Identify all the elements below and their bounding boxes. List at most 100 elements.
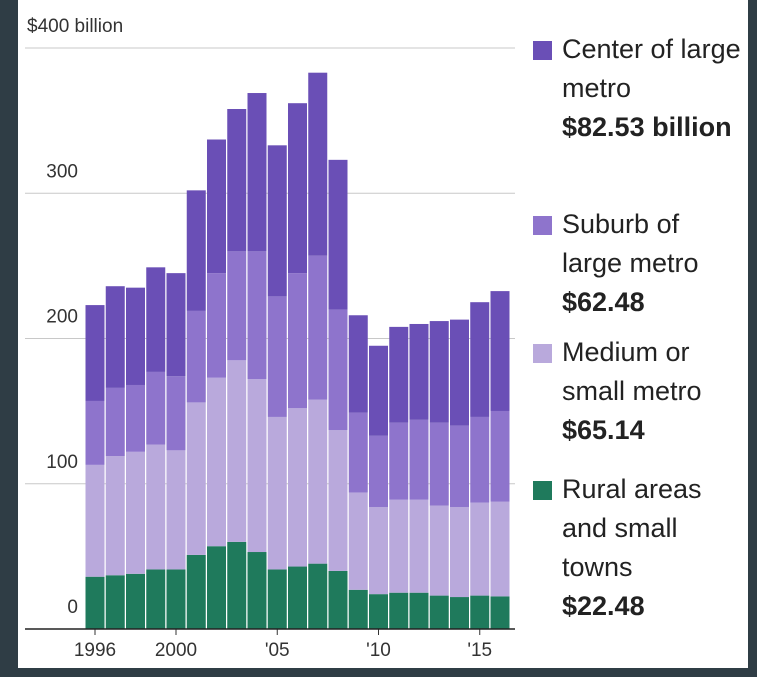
legend-swatch: [533, 481, 552, 500]
bar-segment: [470, 416, 490, 503]
bar-segment: [308, 255, 328, 400]
bar-segment: [409, 499, 429, 593]
legend-swatch: [533, 216, 552, 235]
bar-segment: [409, 592, 429, 629]
bar-segment: [389, 422, 409, 500]
legend-label: Suburb of large metro: [562, 209, 699, 278]
bar-segment: [389, 499, 409, 593]
bar-segment: [490, 596, 510, 629]
bar-segment: [227, 541, 247, 629]
bar-segment: [429, 422, 449, 506]
bar-segment: [490, 291, 510, 411]
bar-segment: [126, 573, 145, 629]
bar-segment: [288, 273, 307, 409]
y-tick-label: 300: [46, 161, 78, 182]
bar-segment: [429, 505, 449, 596]
bar-segment: [146, 569, 166, 629]
bar-segment: [348, 589, 368, 629]
bar-segment: [207, 377, 226, 547]
bar-segment: [227, 360, 247, 542]
bar-segment: [409, 419, 429, 500]
bar-segment: [227, 109, 247, 252]
bar-segment: [308, 72, 328, 256]
bar-segment: [166, 450, 186, 570]
legend-value: $22.48: [562, 591, 645, 621]
bar-segment: [105, 575, 125, 629]
x-tick-label: 2000: [155, 640, 197, 661]
bar-segment: [126, 287, 145, 385]
bar-segment: [490, 410, 510, 502]
legend-swatch: [533, 41, 552, 60]
bar-segment: [389, 592, 409, 629]
legend-entry: Medium or small metro $65.14: [562, 333, 744, 450]
bar-segment: [85, 305, 105, 401]
bar-segment: [490, 501, 510, 597]
bar-segment: [328, 430, 348, 571]
bar-segment: [186, 402, 206, 555]
bar-segment: [186, 190, 206, 311]
bar-segment: [267, 416, 287, 570]
legend-entry: Rural areas and small towns $22.48: [562, 470, 744, 626]
bar-segment: [105, 456, 125, 576]
bar-segment: [146, 267, 166, 372]
y-tick-label: 100: [46, 452, 78, 473]
bar-segment: [308, 399, 328, 564]
bar-segment: [267, 296, 287, 417]
bar-segment: [429, 321, 449, 423]
legend-value: $65.14: [562, 415, 645, 445]
y-tick-label: $400 billion: [27, 16, 123, 37]
bar-segment: [146, 444, 166, 570]
bar-segment: [166, 376, 186, 451]
legend-swatch: [533, 344, 552, 363]
bar-segment: [470, 502, 490, 596]
x-tick-label: '05: [265, 640, 290, 661]
bar-segment: [227, 251, 247, 361]
bar-segment: [369, 435, 388, 507]
bar-segment: [126, 384, 145, 452]
bar-segment: [348, 412, 368, 493]
bar-segment: [126, 451, 145, 574]
bar-segment: [328, 570, 348, 629]
bar-segment: [450, 597, 469, 629]
bar-segment: [429, 595, 449, 629]
legend-value: $62.48: [562, 287, 645, 317]
bar-segment: [166, 569, 186, 629]
y-tick-label: 200: [46, 307, 78, 328]
bar-segment: [369, 345, 388, 436]
bar-segment: [186, 310, 206, 403]
bar-segment: [85, 464, 105, 577]
bar-segment: [146, 371, 166, 445]
bar-segment: [207, 273, 226, 378]
bar-segment: [85, 576, 105, 629]
bar-segment: [186, 554, 206, 629]
bar-segment: [105, 387, 125, 457]
bar-segment: [247, 251, 267, 380]
bar-segment: [369, 594, 388, 629]
bar-segment: [207, 546, 226, 629]
bar-segment: [308, 563, 328, 629]
bar-segment: [267, 569, 287, 629]
bar-segment: [348, 492, 368, 590]
bar-segment: [450, 319, 469, 426]
bar-segment: [328, 159, 348, 310]
x-tick-label: '10: [366, 640, 391, 661]
bar-segment: [470, 595, 490, 629]
bar-segment: [409, 323, 429, 420]
bar-segment: [267, 145, 287, 297]
bar-segment: [247, 552, 267, 629]
bar-segment: [348, 315, 368, 413]
bar-segment: [328, 309, 348, 431]
legend-label: Rural areas and small towns: [562, 474, 702, 582]
legend-entry: Center of large metro $82.53 billion: [562, 30, 744, 147]
bar-segment: [207, 139, 226, 274]
bar-segment: [166, 273, 186, 377]
bar-segment: [105, 286, 125, 388]
legend-label: Medium or small metro: [562, 337, 702, 406]
x-tick-label: 1996: [74, 640, 116, 661]
legend-entry: Suburb of large metro $62.48: [562, 205, 744, 322]
bar-segment: [369, 506, 388, 595]
x-tick-label: '15: [467, 640, 492, 661]
bar-segment: [288, 408, 307, 567]
